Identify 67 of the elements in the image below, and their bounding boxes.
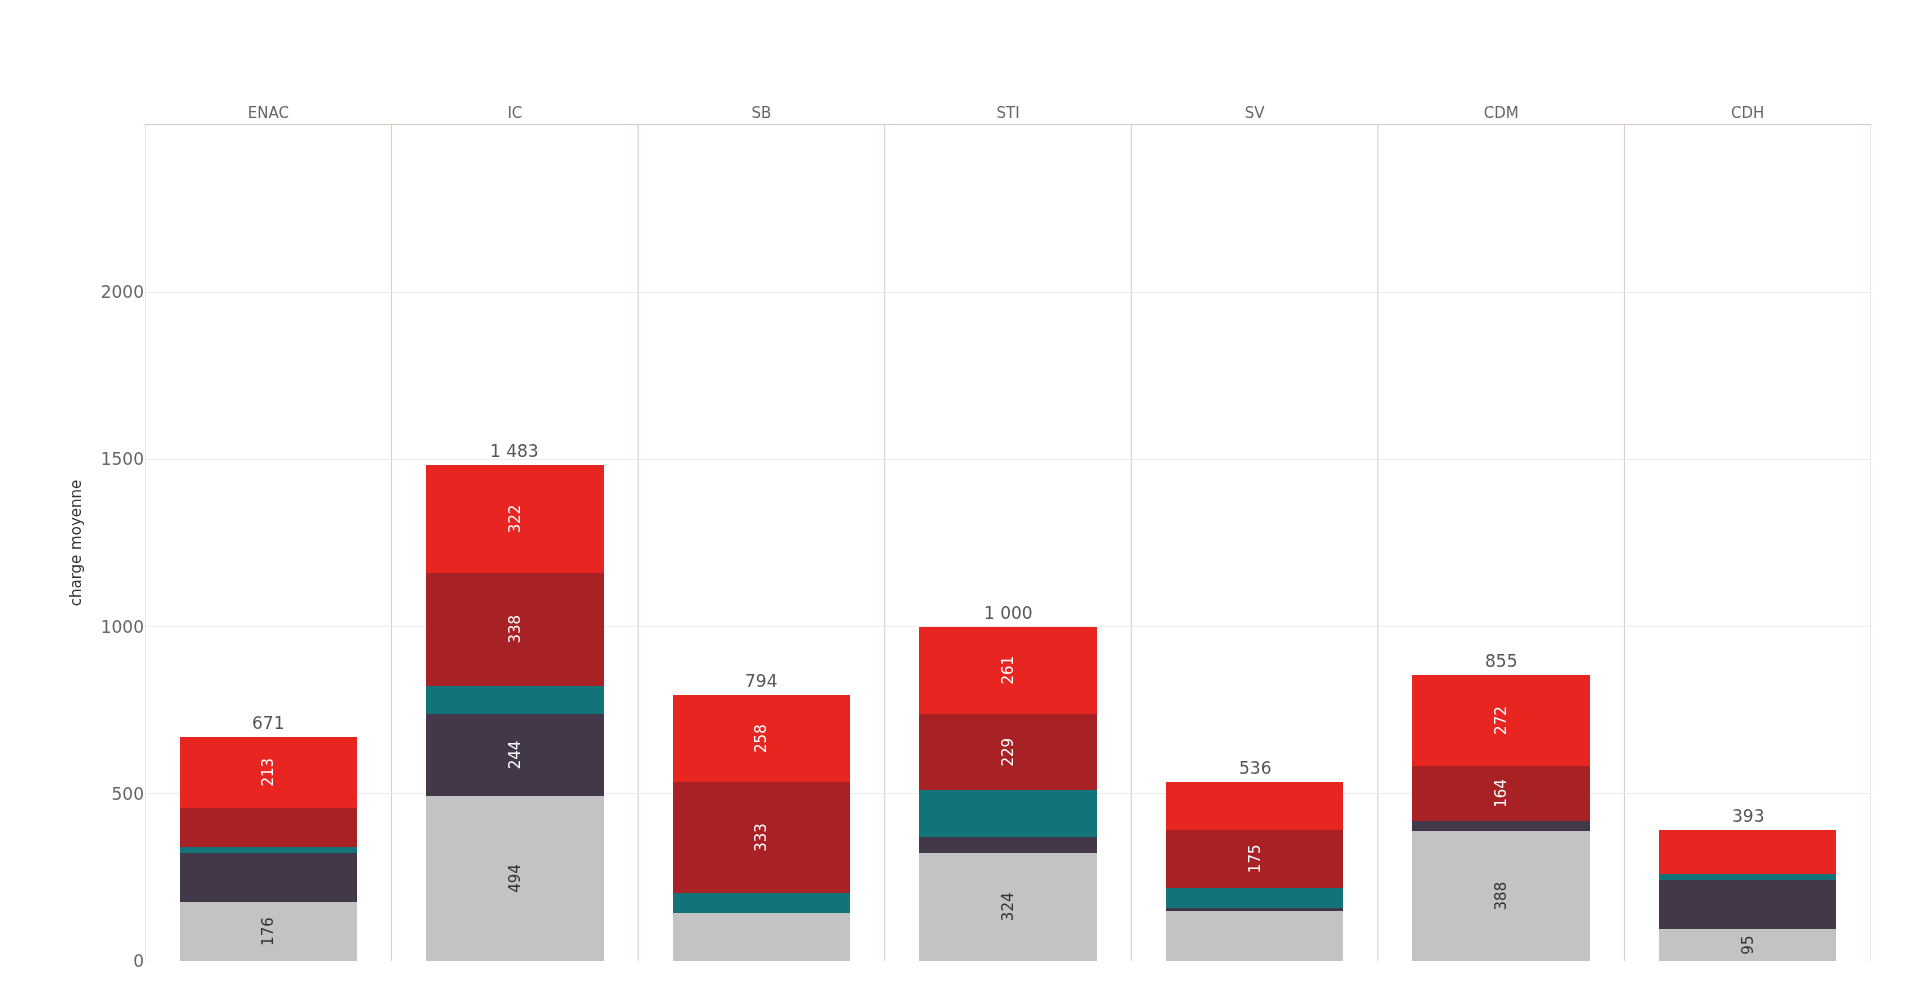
- total-label: 671: [252, 713, 285, 733]
- x-tick-label: ENAC: [247, 104, 289, 122]
- bar: [179, 902, 358, 961]
- data-label: 494: [505, 864, 524, 893]
- bar: [672, 781, 851, 894]
- bar: [1165, 888, 1344, 908]
- bar: [179, 807, 358, 848]
- y-tick-label: 500: [111, 783, 144, 804]
- x-tick-label: CDM: [1483, 104, 1519, 122]
- total-label: 393: [1732, 806, 1765, 826]
- bar: [1658, 829, 1837, 875]
- bar: [1658, 929, 1837, 961]
- bar: [179, 736, 358, 808]
- bar: [426, 714, 604, 796]
- bar: [1165, 829, 1344, 889]
- data-label: 175: [1245, 844, 1264, 874]
- total-label: 536: [1239, 758, 1272, 778]
- total-label: 1 483: [490, 441, 539, 461]
- total-label: 794: [745, 671, 778, 691]
- bar: [672, 695, 851, 782]
- data-label: 333: [752, 823, 771, 852]
- y-tick-label: 0: [133, 950, 144, 971]
- bar: [919, 852, 1097, 961]
- bar: [1412, 820, 1590, 832]
- bar: [1412, 675, 1590, 767]
- bar: [1658, 874, 1837, 880]
- data-label: 322: [505, 504, 524, 534]
- y-tick-label: 1500: [100, 449, 144, 470]
- data-label: 388: [1492, 881, 1511, 911]
- data-label: 164: [1492, 779, 1511, 808]
- bar: [672, 893, 851, 913]
- data-label: 324: [999, 892, 1017, 922]
- bar: [426, 465, 604, 573]
- data-label: 258: [752, 724, 771, 753]
- bar: [672, 912, 851, 961]
- data-label: 244: [505, 740, 524, 770]
- data-label: 176: [259, 917, 278, 946]
- bar: [919, 626, 1097, 714]
- bar: [1658, 879, 1837, 930]
- bar: [1412, 831, 1590, 961]
- bar: [426, 795, 604, 961]
- total-label: 855: [1485, 651, 1518, 671]
- bar: [1165, 911, 1344, 961]
- x-tick-label: CDH: [1731, 104, 1765, 122]
- x-tick-label: SV: [1244, 104, 1266, 122]
- bar: [919, 713, 1097, 791]
- bar: [426, 685, 604, 715]
- y-axis-title: charge moyenne: [66, 479, 85, 607]
- bar: [426, 572, 604, 686]
- x-tick-label: IC: [507, 104, 523, 122]
- x-tick-label: SB: [751, 104, 772, 122]
- data-label: 229: [999, 737, 1017, 767]
- x-tick-label: STI: [996, 104, 1020, 122]
- data-label: 261: [999, 655, 1017, 685]
- bar: [919, 790, 1097, 838]
- bar: [179, 852, 358, 903]
- total-label: 1 000: [984, 603, 1033, 623]
- data-label: 95: [1738, 935, 1757, 955]
- bar: [1412, 766, 1590, 821]
- data-label: 272: [1492, 706, 1511, 735]
- data-label: 213: [259, 757, 278, 787]
- y-tick-label: 2000: [100, 282, 144, 303]
- bar: [179, 847, 358, 853]
- data-label: 338: [505, 614, 524, 644]
- bar: [919, 837, 1097, 853]
- bar: [1165, 781, 1344, 830]
- y-tick-label: 1000: [100, 616, 144, 637]
